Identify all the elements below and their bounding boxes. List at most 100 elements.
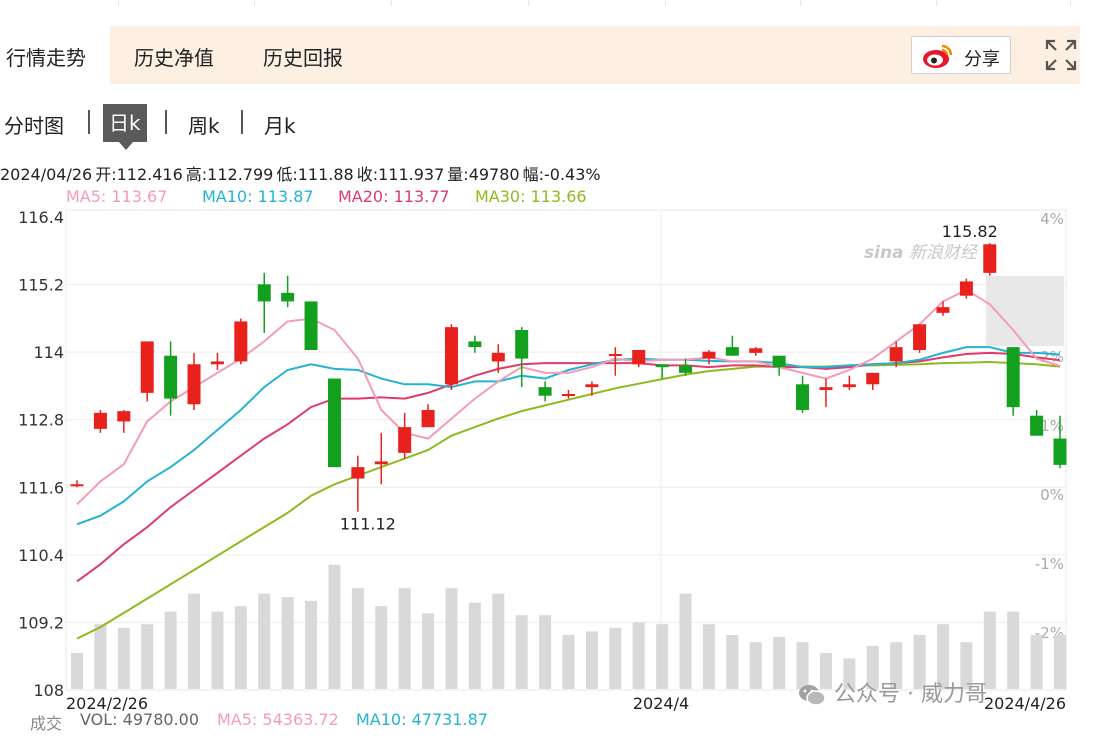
info-date: 2024/04/26 <box>0 165 93 184</box>
volume-bar <box>773 636 786 689</box>
candle-body <box>842 384 856 388</box>
volume-bar <box>843 658 856 689</box>
volume-bar <box>890 642 903 689</box>
x-tick-label: 2024/4 <box>633 694 689 713</box>
x-tick-label: 2024/2/26 <box>66 694 148 713</box>
candle-body <box>257 284 271 302</box>
candle-body <box>70 484 84 487</box>
y-tick-label: 112.8 <box>18 411 64 430</box>
tab-separator <box>88 110 90 134</box>
candle-body <box>772 355 786 368</box>
x-tick-label: 2024/4/26 <box>984 694 1066 713</box>
volume-bar <box>141 624 154 689</box>
candle-body <box>936 307 950 313</box>
expand-icon[interactable] <box>1044 38 1078 72</box>
tab-separator <box>165 110 167 134</box>
tab-separator <box>241 110 243 134</box>
y-tick-label: 114 <box>33 343 64 362</box>
share-button[interactable]: 分享 <box>911 36 1011 74</box>
volume-bar <box>632 622 645 689</box>
volume-bar <box>351 588 364 689</box>
volume-bar <box>375 606 388 689</box>
top-segment <box>118 0 255 6</box>
share-label: 分享 <box>964 49 1000 70</box>
tab-weekly-k[interactable]: 周k <box>188 114 220 138</box>
candle-body <box>1030 415 1044 436</box>
volume-bar <box>609 627 622 689</box>
candle-body <box>749 348 763 353</box>
candle-body <box>515 330 529 359</box>
high-annotation: 115.82 <box>942 222 998 241</box>
tab-market[interactable]: 行情走势 <box>6 46 86 70</box>
range-highlight <box>986 276 1064 346</box>
info-change: 幅:-0.43% <box>522 165 601 184</box>
candle-body <box>234 321 248 362</box>
info-close: 收:111.937 <box>356 165 445 184</box>
volume-bar <box>445 588 458 689</box>
candle-info: 2024/04/26 开:112.416 高:112.799 低:111.88 收:11… <box>0 161 604 185</box>
volume-bar <box>936 624 949 689</box>
volume-bar <box>1030 635 1043 689</box>
tab-daily-k[interactable]: 日k <box>103 104 147 142</box>
volume-bar <box>960 642 973 689</box>
top-segment <box>936 0 1071 6</box>
candle-body <box>491 352 505 362</box>
volume-bar <box>796 642 809 689</box>
volume-bar <box>656 624 669 689</box>
vol-legend-ma10: MA10: 47731.87 <box>356 710 488 729</box>
info-high: 高:112.799 <box>185 165 274 184</box>
volume-bar <box>562 635 575 689</box>
volume-bar <box>94 624 107 689</box>
volume-bar <box>515 615 528 689</box>
volume-bar <box>258 593 271 689</box>
candle-body <box>444 327 458 385</box>
volume-bar <box>281 597 294 689</box>
tab-nav-history[interactable]: 历史净值 <box>134 46 214 70</box>
candle-body <box>983 244 997 273</box>
wechat-icon <box>799 685 826 706</box>
weibo-icon <box>923 44 953 68</box>
active-tab-caret <box>119 142 133 150</box>
candle-body <box>187 364 201 405</box>
volume-bar <box>234 606 247 689</box>
candle-body <box>702 351 716 359</box>
low-annotation: 111.12 <box>340 515 396 534</box>
candle-body <box>866 372 880 385</box>
candle-body <box>585 384 599 388</box>
top-strip <box>0 0 1104 6</box>
candle-body <box>1053 438 1067 465</box>
candle-body <box>796 384 810 410</box>
top-segment <box>800 0 937 6</box>
top-segment <box>391 0 529 6</box>
volume-bar <box>328 564 341 689</box>
legend-ma30: MA30: 113.66 <box>475 187 587 206</box>
volume-bar <box>913 635 926 689</box>
volume-bar <box>1054 635 1066 689</box>
tab-intraday[interactable]: 分时图 <box>4 114 64 138</box>
candle-body <box>210 361 224 365</box>
volume-bar <box>726 635 739 689</box>
volume-bar <box>819 653 832 689</box>
volume-bar <box>211 611 224 689</box>
candle-body <box>632 350 646 365</box>
volume-bar <box>117 627 130 689</box>
tab-return-history[interactable]: 历史回报 <box>263 46 343 70</box>
candle-body <box>819 387 833 390</box>
active-tab-bg <box>0 26 110 84</box>
sina-watermark-text: 新浪财经 <box>908 243 977 263</box>
candle-body <box>351 467 365 479</box>
volume-bar <box>749 642 762 689</box>
y-tick-label: 108 <box>33 681 64 700</box>
volume-bar <box>71 653 83 689</box>
candle-body <box>281 292 295 302</box>
candle-body <box>725 347 739 356</box>
ma30-line <box>76 360 1061 640</box>
y-tick-label: 111.6 <box>18 478 64 497</box>
volume-bar <box>305 600 318 689</box>
tab-monthly-k[interactable]: 月k <box>264 114 296 138</box>
legend-ma10: MA10: 113.87 <box>202 187 314 206</box>
volume-bar <box>1007 611 1020 689</box>
pct-tick-label: 4% <box>1040 210 1064 228</box>
top-segment <box>254 0 392 6</box>
